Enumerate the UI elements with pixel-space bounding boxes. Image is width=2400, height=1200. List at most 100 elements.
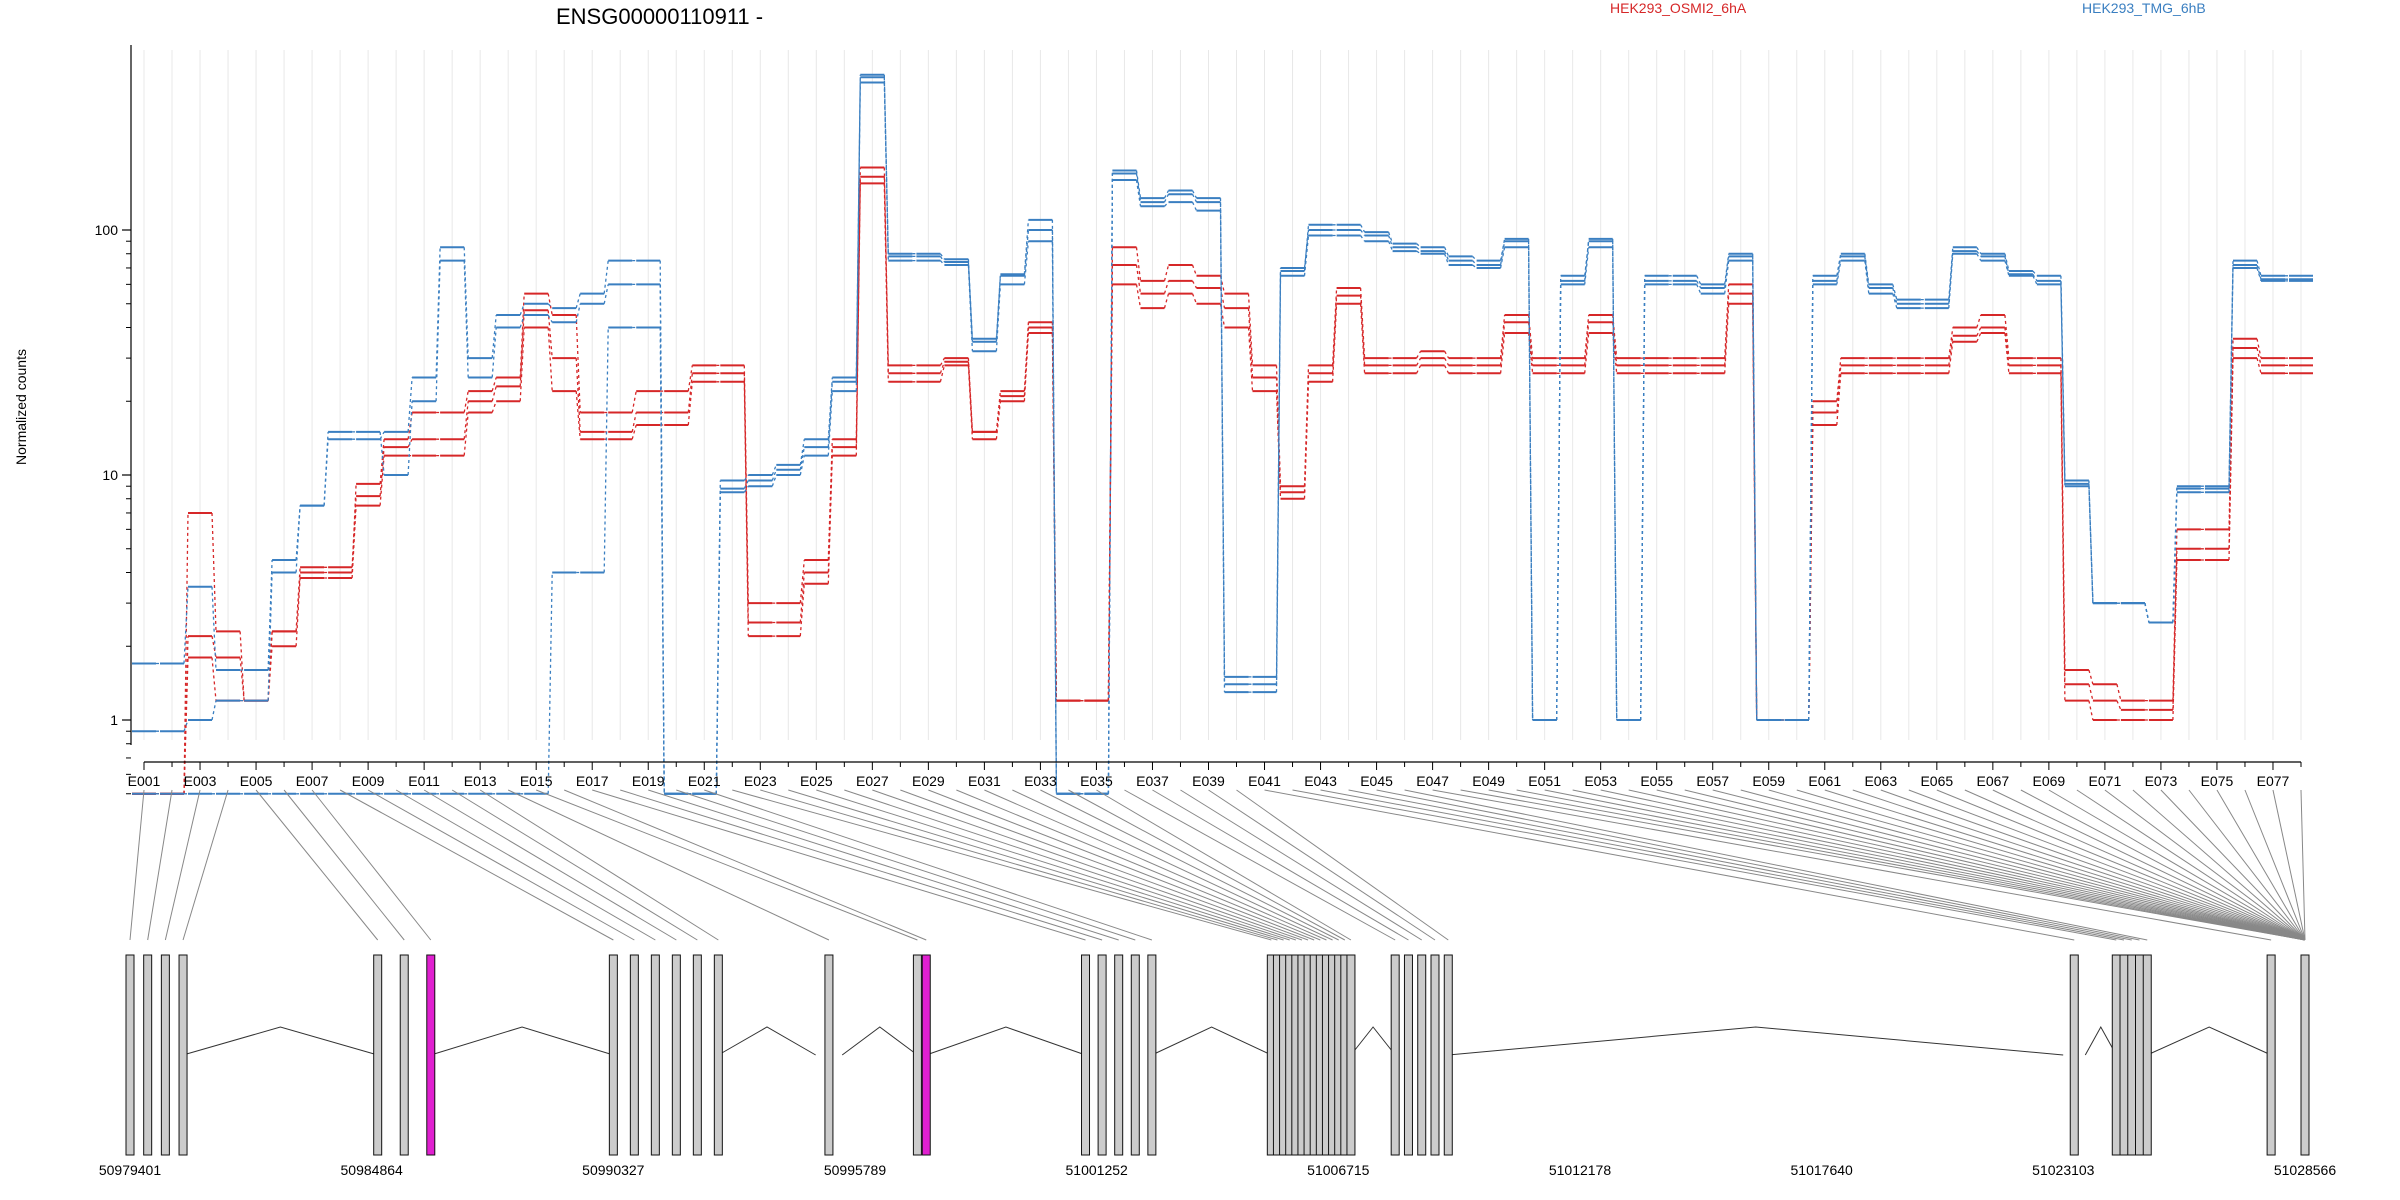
exon-label: E045 xyxy=(1360,773,1393,789)
connector xyxy=(1180,789,1422,941)
exon-block xyxy=(1097,954,1107,1156)
intron xyxy=(1151,1026,1272,1056)
exon-label: E029 xyxy=(912,773,945,789)
exon-label: E009 xyxy=(352,773,385,789)
exon-label: E065 xyxy=(1920,773,1953,789)
intron xyxy=(430,1026,614,1056)
y-tick-label: 1 xyxy=(110,712,118,728)
exon-label: E015 xyxy=(520,773,553,789)
exon-block xyxy=(1114,954,1124,1156)
connector xyxy=(1236,789,1449,941)
connector xyxy=(1376,789,2140,941)
genomic-coordinate-label: 50995789 xyxy=(824,1162,887,1178)
intron xyxy=(926,1026,1086,1056)
connector xyxy=(844,789,1296,941)
exon-label: E047 xyxy=(1416,773,1449,789)
exon-label: E053 xyxy=(1584,773,1617,789)
exon-axis: E001 E003 E005 E007 E009 E011 E013 E015 E017 E019… xyxy=(128,761,2302,789)
exon-block xyxy=(608,954,618,1156)
exon-label: E049 xyxy=(1472,773,1505,789)
genomic-coordinate-label: 51028566 xyxy=(2274,1162,2337,1178)
exon-block xyxy=(2111,954,2121,1156)
connector xyxy=(1684,789,2306,941)
connector xyxy=(423,789,677,941)
y-tick-label: 100 xyxy=(95,222,119,238)
genomic-coordinate-label: 51012178 xyxy=(1549,1162,1612,1178)
genomic-coordinate-label: 50990327 xyxy=(582,1162,645,1178)
connector xyxy=(255,789,379,941)
exon-block xyxy=(178,954,188,1156)
connector xyxy=(1152,789,1409,941)
connector xyxy=(395,789,656,941)
exon-connectors xyxy=(129,789,2306,941)
connector xyxy=(1936,789,2306,941)
exon-label: E007 xyxy=(296,773,329,789)
exon-block xyxy=(399,954,409,1156)
connector xyxy=(2188,789,2306,941)
connector xyxy=(164,789,201,941)
exon-block xyxy=(1403,954,1413,1156)
exon-label: E025 xyxy=(800,773,833,789)
connector xyxy=(1796,789,2306,941)
connector xyxy=(311,789,432,941)
connector xyxy=(1264,789,2075,941)
exon-block xyxy=(912,954,922,1156)
connector xyxy=(1124,789,1396,941)
genomic-coordinate-label: 51017640 xyxy=(1791,1162,1854,1178)
connector xyxy=(1964,789,2306,941)
exon-label: E031 xyxy=(968,773,1001,789)
connector xyxy=(1320,789,2125,941)
exon-block xyxy=(426,954,436,1156)
exon-block xyxy=(1443,954,1453,1156)
connector xyxy=(2048,789,2306,941)
exon-label: E055 xyxy=(1640,773,1673,789)
exon-label: E073 xyxy=(2145,773,2178,789)
connector xyxy=(182,789,229,941)
connector xyxy=(507,789,830,941)
exon-label: E057 xyxy=(1696,773,1729,789)
connector xyxy=(1404,789,2148,941)
connector xyxy=(816,789,1290,941)
connector xyxy=(984,789,1327,941)
connector xyxy=(1488,789,2306,941)
exon-block xyxy=(650,954,660,1156)
exon-label: E019 xyxy=(632,773,665,789)
connector xyxy=(2160,789,2306,941)
exon-label: E063 xyxy=(1864,773,1897,789)
connector xyxy=(2272,789,2306,941)
exon-block xyxy=(2266,954,2276,1156)
exon-label: E023 xyxy=(744,773,777,789)
exon-block xyxy=(2069,954,2079,1156)
exon-block xyxy=(2300,954,2310,1156)
connector xyxy=(1768,789,2306,941)
exon-block xyxy=(921,954,931,1156)
connector xyxy=(1096,789,1352,941)
connector xyxy=(1740,789,2306,941)
connector xyxy=(1572,789,2306,941)
connector xyxy=(2244,789,2306,941)
intron xyxy=(182,1026,378,1056)
exon-label: E061 xyxy=(1808,773,1841,789)
y-tick-label: 10 xyxy=(102,467,118,483)
connector xyxy=(2076,789,2306,941)
exon-block xyxy=(2119,954,2129,1156)
genomic-coordinate-label: 51001252 xyxy=(1066,1162,1129,1178)
connector xyxy=(676,789,1136,941)
exon-label: E003 xyxy=(184,773,217,789)
exon-label: E075 xyxy=(2201,773,2234,789)
legend-entry-tmg: HEK293_TMG_6hB xyxy=(2082,0,2206,16)
connector xyxy=(536,789,918,941)
connector xyxy=(1852,789,2306,941)
genomic-coordinate-label: 50984864 xyxy=(341,1162,404,1178)
exon-block xyxy=(629,954,639,1156)
exon-block xyxy=(671,954,681,1156)
exon-label: E051 xyxy=(1528,773,1561,789)
connector xyxy=(1908,789,2306,941)
exon-label: E021 xyxy=(688,773,721,789)
connector xyxy=(1600,789,2306,941)
genomic-coordinate-label: 51006715 xyxy=(1307,1162,1370,1178)
connector xyxy=(1824,789,2306,941)
connector xyxy=(872,789,1303,941)
connector xyxy=(1628,789,2306,941)
genomic-coordinate-label: 51023103 xyxy=(2032,1162,2095,1178)
